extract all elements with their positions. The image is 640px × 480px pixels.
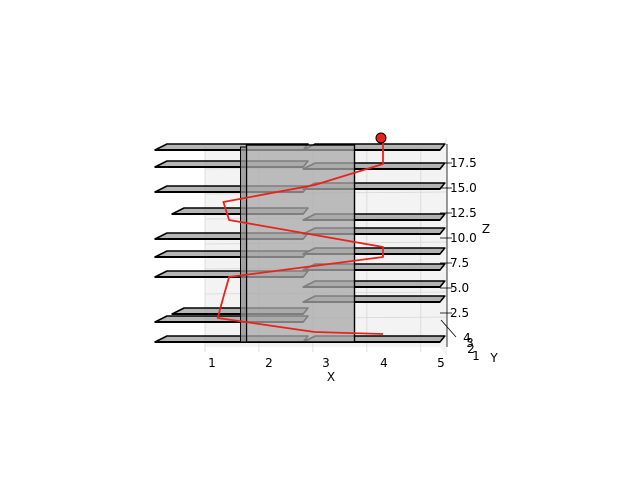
y-axis-title: Y [489, 351, 498, 365]
z-tick-label: 15.0 [450, 181, 477, 195]
z-tick-label: 2.5 [450, 306, 469, 320]
column-front [245, 144, 356, 343]
y-axis-line [440, 319, 457, 338]
z-axis-title: Z [482, 222, 490, 236]
y-tick-label: 2 [467, 342, 475, 356]
z-tick-label: 12.5 [450, 206, 477, 220]
y-tick-label: 4 [463, 331, 471, 345]
y-tick-label: 1 [472, 349, 480, 363]
y-tick-label: 3 [466, 336, 474, 350]
stair-path-series [216, 132, 387, 335]
x-tick-label: 2 [265, 356, 273, 370]
z-tick-label: 7.5 [450, 256, 469, 270]
x-axis: 1 2 3 4 5 [208, 356, 445, 370]
z-tick-label: 17.5 [450, 156, 477, 170]
x-tick-label: 5 [437, 356, 445, 370]
z-tick-label: 5.0 [450, 281, 469, 295]
z-tick-label: 10.0 [450, 231, 477, 245]
x-tick-label: 3 [322, 356, 330, 370]
x-tick-label: 1 [208, 356, 216, 370]
column-side [240, 146, 247, 343]
central-column [240, 144, 356, 343]
endpoint-marker [375, 132, 387, 144]
x-axis-title: X [327, 370, 335, 384]
x-tick-label: 4 [380, 356, 388, 370]
z-axis: 2.5 5.0 7.5 10.0 12.5 15.0 17.5 [440, 144, 477, 347]
